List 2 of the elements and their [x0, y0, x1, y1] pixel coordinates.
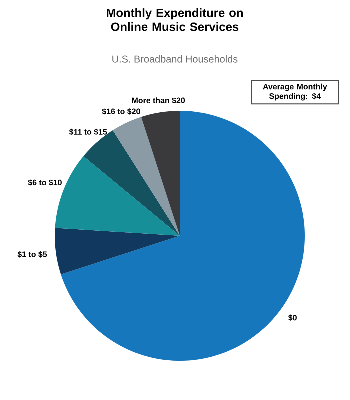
chart-title: Monthly Expenditure on Online Music Services	[107, 8, 243, 32]
chart-subtitle: U.S. Broadband Households	[112, 56, 238, 63]
